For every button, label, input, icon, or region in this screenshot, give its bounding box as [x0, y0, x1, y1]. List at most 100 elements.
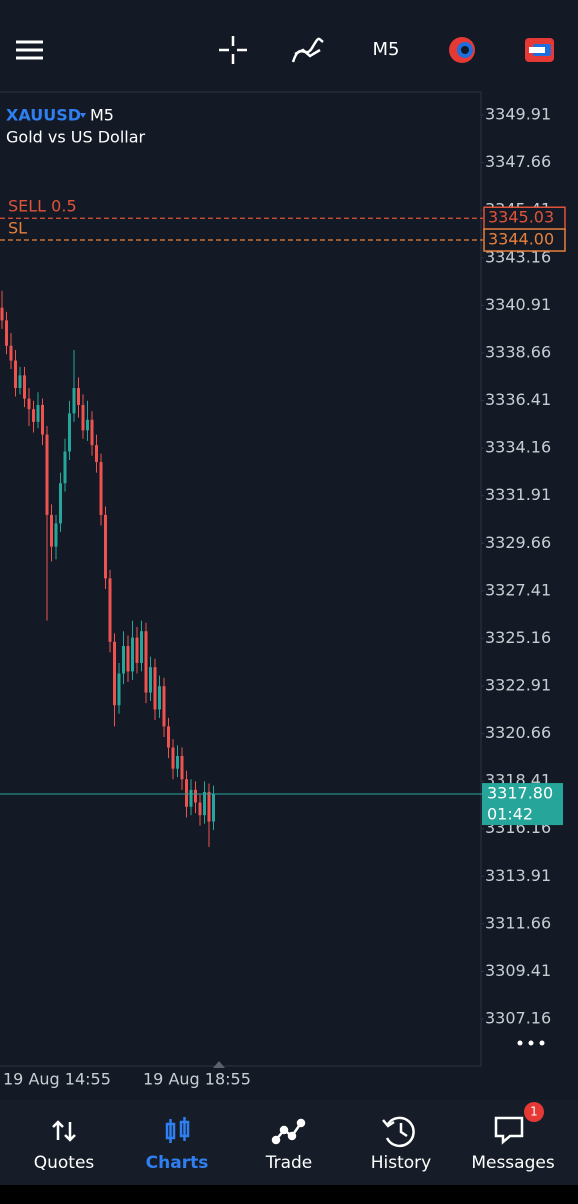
nav-item[interactable]: Messages [471, 1153, 555, 1173]
system-bar [0, 1185, 578, 1200]
nav-item[interactable]: Trade [265, 1153, 313, 1173]
nav-item[interactable]: Quotes [34, 1153, 95, 1173]
more-button[interactable] [517, 1040, 545, 1046]
candle-body [81, 404, 85, 431]
y-tick-label: 3325.16 [485, 628, 551, 647]
candle-body [99, 462, 103, 515]
y-tick-label: 3336.41 [485, 390, 551, 409]
history-icon [382, 1116, 415, 1148]
order-label: SELL 0.5 [8, 197, 77, 216]
badge [524, 1102, 544, 1122]
candle-body [41, 404, 44, 435]
one-click-button[interactable] [449, 37, 475, 63]
y-tick-label: 3320.66 [485, 723, 551, 742]
candle-body [207, 791, 211, 822]
candle-body [108, 578, 112, 642]
symbol[interactable]: XAUUSD [6, 106, 81, 125]
candle-body [158, 686, 161, 710]
candle-body [149, 667, 152, 693]
order-price: 3345.03 [488, 208, 554, 227]
countdown: 01:42 [487, 805, 533, 824]
y-tick-label: 3338.66 [485, 342, 551, 361]
candle-body [171, 747, 175, 769]
candle-body [5, 320, 8, 346]
candle-body [140, 631, 143, 663]
charts-icon [165, 1117, 190, 1143]
order-price: 3344.00 [488, 230, 554, 249]
candle-body [95, 445, 98, 463]
bottom-nav [0, 1100, 578, 1185]
current-price: 3317.80 [487, 784, 553, 803]
indicators-button[interactable] [291, 37, 324, 63]
nav-item[interactable]: History [371, 1153, 431, 1173]
candle-body [54, 523, 58, 547]
menu-button[interactable] [16, 40, 43, 60]
y-tick-label: 3329.66 [485, 533, 551, 552]
crosshair-button[interactable] [219, 36, 247, 64]
order-price-box [483, 228, 566, 252]
candle-body [36, 404, 40, 422]
y-tick-label: 3311.66 [485, 913, 551, 932]
candle-body [63, 451, 67, 484]
y-tick-label: 3327.41 [485, 580, 551, 599]
y-tick-label: 3307.16 [485, 1009, 551, 1028]
candle-body [153, 667, 157, 710]
y-tick-label: 3309.41 [485, 961, 551, 980]
candle-body [176, 755, 179, 769]
candle-body [167, 726, 170, 748]
y-tick-label: 3349.91 [485, 105, 551, 124]
candle-body [23, 375, 26, 399]
candle-body [135, 637, 139, 663]
messages-icon [494, 1116, 524, 1145]
y-tick-label: 3331.91 [485, 485, 551, 504]
nav-labels: Quotes Charts Trade History Messages [34, 1153, 555, 1173]
candle-body [72, 388, 76, 414]
candle-body [86, 419, 89, 431]
candle-body [113, 641, 116, 706]
candle-body [90, 419, 94, 446]
candle-body [189, 789, 193, 807]
timeframe-button[interactable]: M5 [373, 39, 400, 60]
candle-body [45, 434, 49, 515]
candle-body [203, 791, 206, 816]
candle-body [14, 360, 17, 389]
y-tick-label: 3322.91 [485, 676, 551, 695]
candle-body [122, 646, 125, 674]
x-tick-label: 19 Aug 14:55 [3, 1070, 111, 1089]
candle-body [77, 388, 80, 405]
chart-frame [0, 91, 482, 1067]
y-tick-label: 3334.16 [485, 438, 551, 457]
candle-body [194, 789, 197, 803]
symbol-dropdown[interactable] [80, 113, 86, 118]
candle-body [117, 673, 121, 706]
candle-body [68, 413, 71, 452]
scroll-marker [213, 1061, 225, 1068]
trade-button[interactable] [525, 38, 554, 62]
candle-body [162, 686, 166, 727]
candle-body [9, 345, 13, 361]
candle-body [0, 307, 4, 321]
nav-item[interactable]: Charts [146, 1153, 209, 1173]
candle-body [104, 514, 107, 579]
candle-body [131, 637, 134, 672]
chart-timeframe: M5 [90, 106, 114, 125]
candle-body [212, 794, 215, 822]
candle-body [144, 631, 148, 693]
trade-icon [271, 1118, 306, 1145]
symbol-description: Gold vs US Dollar [6, 128, 146, 147]
candle-body [32, 409, 35, 422]
y-tick-label: 3313.91 [485, 866, 551, 885]
current-price-box [482, 783, 563, 826]
candle-body [18, 375, 22, 389]
candle-body [27, 398, 31, 410]
order-label: SL [8, 219, 27, 238]
y-tick-label: 3340.91 [485, 295, 551, 314]
candle-body [59, 483, 62, 524]
candle-body [50, 514, 53, 547]
quotes-icon [52, 1120, 76, 1142]
candle-body [126, 646, 130, 672]
plot [0, 290, 215, 847]
x-tick-label: 19 Aug 18:55 [143, 1070, 251, 1089]
badge-count: 1 [530, 1105, 538, 1119]
